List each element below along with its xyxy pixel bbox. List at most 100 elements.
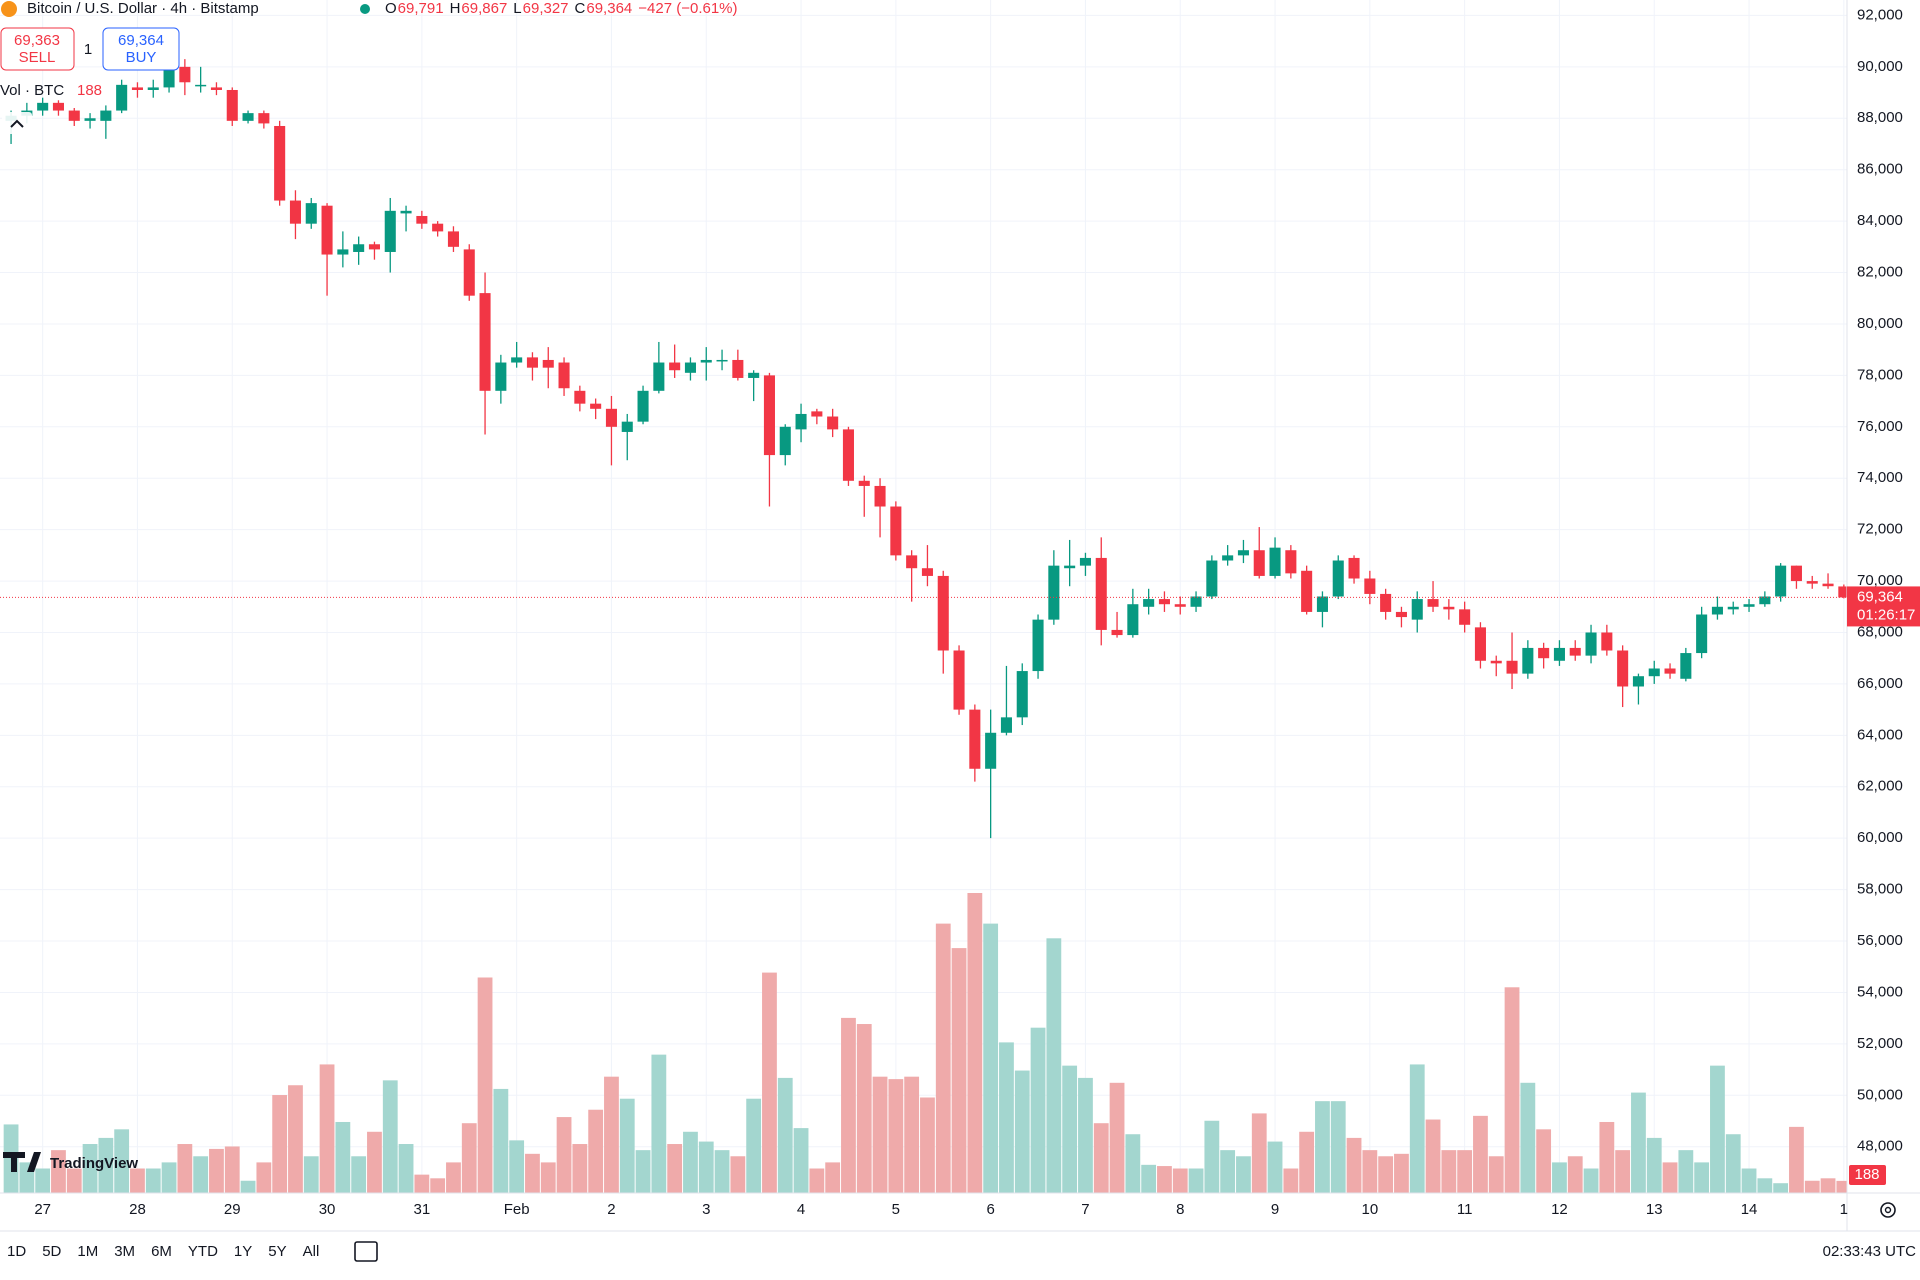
volume-bar	[367, 1131, 382, 1193]
sell-label: SELL	[19, 49, 56, 66]
timeframe-button[interactable]: All	[303, 1243, 320, 1260]
candle-body	[1348, 557, 1360, 579]
volume-bar	[209, 1148, 224, 1193]
volume-bar	[1315, 1101, 1330, 1193]
ohlc-value: 69,364	[586, 0, 632, 17]
volume-bar	[1014, 1070, 1030, 1193]
volume-bar	[525, 1153, 540, 1193]
timeframe-button[interactable]: 5Y	[268, 1243, 286, 1260]
candle-body	[131, 87, 143, 90]
volume-bar	[1220, 1150, 1236, 1193]
volume-bar	[1046, 938, 1062, 1193]
timeframe-button[interactable]: 1D	[7, 1243, 26, 1260]
buy-label: BUY	[126, 49, 157, 66]
timeframe-button[interactable]: 1M	[77, 1243, 98, 1260]
buy-button[interactable]	[102, 27, 180, 71]
candle-body	[447, 231, 459, 247]
candle-body	[669, 362, 681, 371]
candle-body	[890, 506, 902, 556]
candle-body	[1079, 557, 1091, 566]
volume-bar	[161, 1162, 177, 1193]
candle-body	[1553, 647, 1565, 661]
volume-bar	[224, 1146, 240, 1193]
candle-body	[1680, 653, 1692, 679]
volume-bar	[1204, 1120, 1220, 1193]
timeframe-button[interactable]: 3M	[114, 1243, 135, 1260]
volume-bar	[983, 923, 999, 1193]
volume-bar	[1631, 1092, 1646, 1193]
x-tick-label: 28	[129, 1201, 146, 1218]
volume-bar	[1678, 1150, 1694, 1193]
candle-body	[100, 110, 112, 121]
timeframe-bar: 1D 5D 1M 3M 6M YTD 1Y 5Y All	[7, 1243, 319, 1260]
x-tick-label: 29	[224, 1201, 241, 1218]
candle-body	[1569, 647, 1581, 656]
volume-bar	[177, 1144, 193, 1193]
volume-bar	[920, 1097, 935, 1193]
timeframe-button[interactable]: 5D	[42, 1243, 61, 1260]
volume-bar	[872, 1076, 888, 1193]
candle-body	[432, 223, 444, 232]
x-tick-label: 6	[986, 1201, 994, 1218]
candle-body	[605, 408, 617, 427]
volume-bar	[856, 1024, 872, 1193]
candle-body	[226, 89, 238, 121]
candle-body	[1222, 555, 1234, 561]
buy-price: 69,364	[118, 32, 164, 49]
candle-body	[463, 249, 475, 296]
candle-body	[1190, 596, 1202, 607]
x-tick-label: 9	[1271, 1201, 1279, 1218]
timeframe-button[interactable]: 1Y	[234, 1243, 252, 1260]
volume-bar	[145, 1168, 161, 1193]
volume-bar	[1552, 1162, 1567, 1193]
candle-body	[1743, 604, 1755, 607]
candle-body	[1395, 611, 1407, 618]
x-tick-label: 4	[797, 1201, 805, 1218]
candle-body	[1664, 668, 1676, 674]
logo-mark	[3, 1152, 41, 1172]
x-tick-label: 5	[892, 1201, 900, 1218]
settings-icon[interactable]	[1880, 1202, 1896, 1218]
volume-bar	[1741, 1168, 1757, 1193]
volume-bar	[635, 1150, 651, 1193]
volume-bar	[1109, 1082, 1125, 1193]
volume-bar	[556, 1117, 572, 1193]
sell-button[interactable]	[0, 27, 75, 71]
collapse-button[interactable]	[2, 112, 32, 134]
volume-bar	[319, 1064, 335, 1193]
ohlc-legend: O 69,791 H 69,867 L 69,327 C 69,364 −427 (−0.61%…	[385, 0, 738, 17]
candle-body	[479, 293, 491, 391]
volume-bar	[1789, 1126, 1804, 1193]
y-tick-label: 92,000	[1857, 6, 1903, 23]
timeframe-button[interactable]: YTD	[188, 1243, 218, 1260]
candle-body	[1617, 650, 1629, 687]
market-status[interactable]	[360, 4, 370, 14]
candle-body	[716, 359, 728, 362]
candle-body	[1127, 604, 1139, 636]
candle-body	[511, 357, 523, 363]
timeframe-button[interactable]: 6M	[151, 1243, 172, 1260]
candle-body	[289, 200, 301, 224]
y-tick-label: 54,000	[1857, 983, 1903, 1000]
y-tick-label: 48,000	[1857, 1138, 1903, 1155]
volume-bar	[1425, 1119, 1441, 1193]
volume-bar	[1583, 1168, 1599, 1193]
volume-bar	[461, 1123, 477, 1193]
candle-body	[842, 429, 854, 481]
candle-body	[1790, 565, 1802, 582]
ohlc-key: C	[575, 0, 586, 17]
candle-body	[1380, 593, 1392, 612]
y-tick-label: 78,000	[1857, 366, 1903, 383]
symbol-title: Bitcoin / U.S. Dollar · 4h · Bitstamp	[27, 0, 259, 17]
volume-bar	[1030, 1027, 1046, 1193]
candle-body	[1775, 565, 1787, 597]
date-range-icon[interactable]	[354, 1241, 378, 1262]
volume-bar	[1441, 1150, 1457, 1193]
candle-body	[1316, 596, 1328, 612]
volume-bar	[114, 1129, 130, 1193]
volume-bar	[1346, 1137, 1362, 1193]
y-tick-label: 80,000	[1857, 315, 1903, 332]
ohlc-key: H	[450, 0, 461, 17]
volume-pane	[3, 893, 1847, 1193]
sell-price: 69,363	[14, 32, 60, 49]
